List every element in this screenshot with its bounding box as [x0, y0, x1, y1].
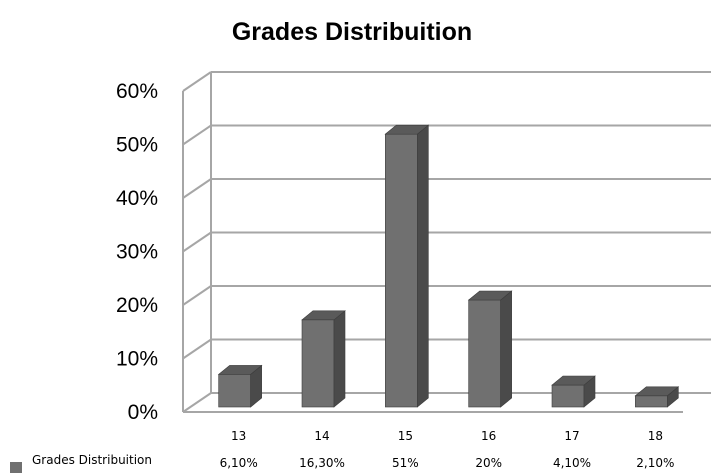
gridlines [182, 71, 711, 413]
data-table-value: 6,10% [220, 456, 258, 470]
data-table: Grades Distribuition 6,10% 16,30% 51% 20% 4,… [10, 453, 674, 473]
x-tick-label: 18 [648, 429, 663, 443]
gridline-diagonal [182, 392, 212, 413]
bar-side [333, 310, 346, 408]
data-table-value: 4,10% [553, 456, 591, 470]
x-tick-label: 16 [481, 429, 496, 443]
legend-swatch [10, 462, 22, 473]
y-tick-label: 0% [128, 401, 158, 424]
data-table-value: 16,30% [299, 456, 345, 470]
bar-top [301, 310, 346, 321]
bar-13 [217, 364, 263, 408]
bar-top [467, 290, 513, 301]
x-tick-label: 15 [398, 429, 413, 443]
bar-front [218, 374, 251, 408]
gridline-diagonal [182, 71, 212, 92]
bar-top [551, 375, 596, 386]
y-tick-label: 50% [116, 134, 158, 157]
gridline-diagonal [182, 231, 212, 253]
bar-front [635, 395, 668, 408]
data-table-value: 2,10% [636, 456, 674, 470]
legend-series-name: Grades Distribuition [32, 453, 152, 467]
bar-18 [634, 386, 680, 408]
gridline-diagonal [182, 178, 212, 199]
bar-top [217, 365, 263, 375]
data-table-value: 20% [475, 456, 502, 470]
bar-16 [467, 290, 513, 408]
x-tick-label: 14 [314, 429, 329, 443]
bar-top [634, 386, 680, 397]
bar-15 [384, 124, 430, 408]
x-axis-ticks: 13 14 15 16 17 18 [231, 429, 663, 443]
bar-front [468, 299, 501, 408]
y-tick-label: 60% [116, 80, 158, 103]
x-tick-label: 17 [564, 429, 579, 443]
bar-14 [301, 310, 346, 408]
x-tick-label: 13 [231, 429, 246, 443]
chart-title: Grades Distribuition [232, 18, 472, 46]
bar-side [417, 124, 429, 408]
bar-front [301, 319, 335, 408]
gridline-diagonal [182, 124, 212, 146]
bar-17 [551, 375, 596, 408]
bar-front [551, 384, 585, 408]
bar-side [500, 290, 512, 408]
y-axis-ticks: 0% 10% 20% 30% 40% 50% 60% [116, 80, 158, 424]
bar-top [384, 124, 430, 135]
y-tick-label: 20% [116, 294, 158, 317]
gridline-diagonal [182, 338, 212, 360]
y-tick-label: 10% [116, 348, 158, 371]
y-tick-label: 40% [116, 187, 158, 210]
gridline-diagonal [182, 285, 212, 306]
bar-front [385, 133, 418, 408]
data-table-value: 51% [392, 456, 419, 470]
chart-walls [182, 72, 683, 413]
y-tick-label: 30% [116, 241, 158, 264]
bars [217, 124, 680, 408]
